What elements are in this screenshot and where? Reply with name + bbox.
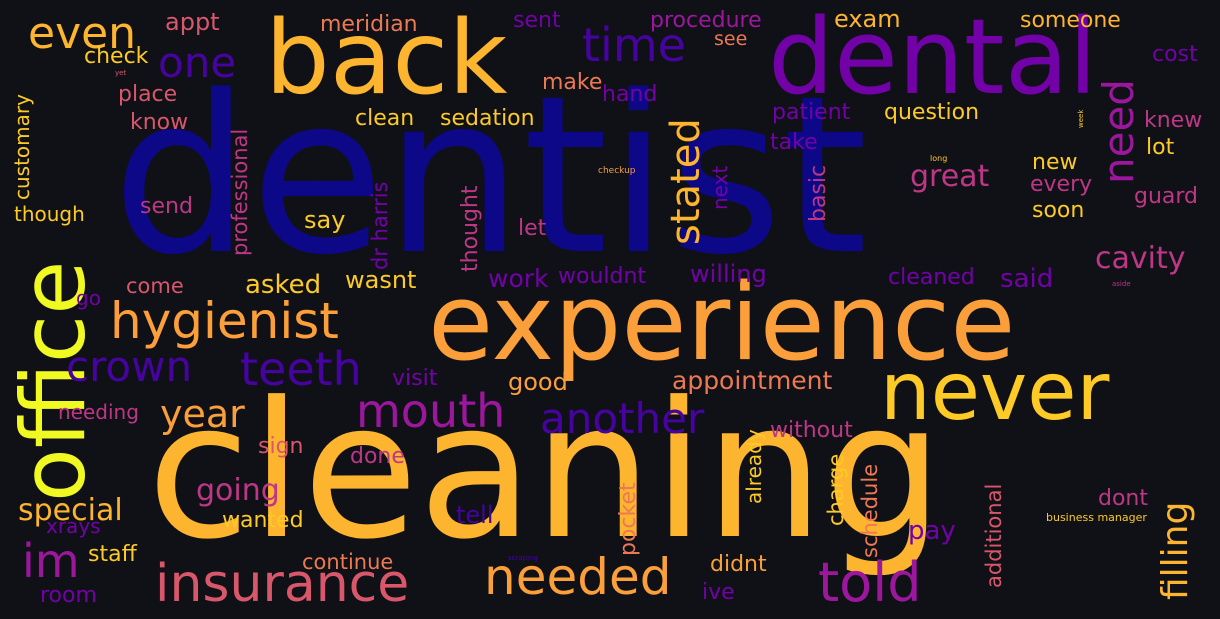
word-professional: professional <box>228 128 252 256</box>
word-cost: cost <box>1152 42 1198 67</box>
word-done: done <box>350 444 405 469</box>
word-procedure: procedure <box>650 8 762 33</box>
word-ive: ive <box>702 580 735 605</box>
word-thought: thought <box>458 185 483 272</box>
word-tell: tell <box>456 501 494 529</box>
word-yet: yet <box>115 69 127 77</box>
word-sedation: sedation <box>440 106 535 131</box>
word-one: one <box>158 38 237 87</box>
word-needed: needed <box>484 548 672 606</box>
word-already: already <box>742 429 766 504</box>
word-cavity: cavity <box>1095 241 1186 276</box>
word-work: work <box>488 264 549 293</box>
word-sent: sent <box>513 8 561 33</box>
word-patient: patient <box>772 100 851 125</box>
word-never: never <box>880 345 1110 438</box>
word-another: another <box>540 394 705 443</box>
word-know: know <box>130 110 189 135</box>
word-good: good <box>508 368 568 396</box>
word-without: without <box>770 418 853 443</box>
word-time: time <box>582 18 686 72</box>
word-check: check <box>84 44 149 69</box>
word-needing: needing <box>58 400 139 424</box>
word-aside: aside <box>1112 280 1131 288</box>
word-wanted: wanted <box>222 508 304 533</box>
word-dont: dont <box>1098 486 1148 511</box>
word-mouth: mouth <box>356 384 506 438</box>
word-someone: someone <box>1020 8 1121 33</box>
word-willing: willing <box>690 260 767 288</box>
word-knew: knew <box>1144 108 1203 133</box>
word-dental: dental <box>768 0 1098 118</box>
word-even: even <box>28 8 137 59</box>
word-told: told <box>818 551 922 614</box>
word-scraping: scraping <box>508 554 538 562</box>
word-next: next <box>708 165 732 210</box>
word-make: make <box>542 70 603 95</box>
word-continue: continue <box>302 550 394 574</box>
word-every: every <box>1030 172 1093 197</box>
word-didnt: didnt <box>710 552 767 577</box>
word-dr-harris: dr harris <box>368 181 392 271</box>
word-appointment: appointment <box>672 366 833 395</box>
word-year: year <box>160 392 245 436</box>
word-going: going <box>196 473 280 508</box>
word-sign: sign <box>258 434 304 459</box>
word-business-manager: business manager <box>1046 511 1147 524</box>
word-guard: guard <box>1134 184 1199 209</box>
word-staff: staff <box>88 542 137 567</box>
word-basic: basic <box>806 164 831 222</box>
word-xrays: xrays <box>46 514 101 538</box>
word-new: new <box>1032 150 1078 175</box>
word-place: place <box>118 82 178 107</box>
word-customary: customary <box>10 94 34 200</box>
word-wasnt: wasnt <box>345 266 417 294</box>
word-checkup: checkup <box>598 166 636 176</box>
word-special: special <box>18 493 123 528</box>
word-dentist: dentist <box>112 50 868 303</box>
word-great: great <box>910 159 990 194</box>
word-take: take <box>770 130 818 155</box>
word-exam: exam <box>834 5 901 33</box>
word-go: go <box>76 286 101 310</box>
word-insurance: insurance <box>155 554 410 614</box>
word-meridian: meridian <box>320 12 418 37</box>
word-say: say <box>304 206 346 234</box>
word-let: let <box>518 216 547 241</box>
word-need: need <box>1094 79 1143 184</box>
word-see: see <box>714 28 748 50</box>
word-visit: visit <box>392 366 438 391</box>
word-crown: crown <box>66 342 193 391</box>
word-long: long <box>930 154 948 163</box>
word-cleaning: cleaning <box>147 362 944 581</box>
word-hand: hand <box>602 82 658 107</box>
word-send: send <box>140 194 193 219</box>
word-question: question <box>884 100 980 125</box>
word-charge: charge <box>824 453 848 526</box>
word-appt: appt <box>165 8 220 36</box>
word-back: back <box>265 0 508 118</box>
word-im: im <box>22 534 80 588</box>
word-pocket: pocket <box>616 482 641 556</box>
word-asked: asked <box>245 270 322 300</box>
word-hygienist: hygienist <box>110 292 339 350</box>
word-clean: clean <box>355 106 415 131</box>
word-filling: filling <box>1155 501 1196 600</box>
word-come: come <box>126 274 184 298</box>
word-schedule: schedule <box>858 463 882 558</box>
word-lot: lot <box>1146 135 1175 160</box>
word-cleaned: cleaned <box>888 265 975 290</box>
word-said: said <box>1000 264 1054 294</box>
word-though: though <box>14 202 85 226</box>
word-soon: soon <box>1032 198 1085 223</box>
word-additional: additional <box>982 483 1006 588</box>
word-teeth: teeth <box>240 342 362 396</box>
word-week: week <box>1077 109 1085 128</box>
word-wouldnt: wouldnt <box>558 264 647 289</box>
word-pay: pay <box>908 516 956 546</box>
word-room: room <box>40 583 97 608</box>
word-stated: stated <box>663 118 709 245</box>
word-experience: experience <box>428 261 1016 384</box>
